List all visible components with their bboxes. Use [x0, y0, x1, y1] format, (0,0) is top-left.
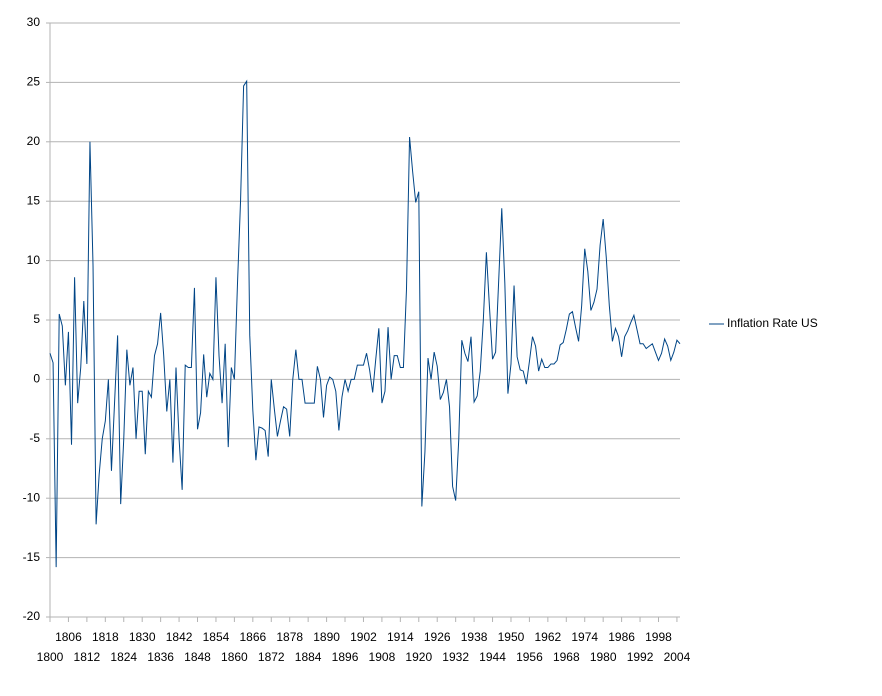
y-tick-label: -10: [23, 490, 41, 504]
x-tick-label: 1854: [203, 630, 230, 644]
legend-label: Inflation Rate US: [727, 316, 818, 330]
x-tick-label: 1920: [405, 650, 432, 664]
x-tick-label: 1926: [424, 630, 451, 644]
x-tick-label: 1848: [184, 650, 211, 664]
x-tick-label: 1992: [627, 650, 654, 664]
x-tick-label: 1836: [147, 650, 174, 664]
x-tick-label: 1932: [442, 650, 469, 664]
x-tick-label: 1896: [332, 650, 359, 664]
x-tick-label: 1884: [295, 650, 322, 664]
x-tick-label: 1812: [74, 650, 101, 664]
y-tick-label: 0: [33, 372, 40, 386]
x-tick-label: 1980: [590, 650, 617, 664]
x-tick-label: 1806: [55, 630, 82, 644]
y-tick-label: 20: [27, 134, 41, 148]
x-tick-label: 1830: [129, 630, 156, 644]
x-tick-label: 2004: [664, 650, 691, 664]
x-tick-label: 1890: [313, 630, 340, 644]
y-tick-label: 30: [27, 15, 41, 29]
x-tick-label: 1914: [387, 630, 414, 644]
x-tick-label: 1998: [645, 630, 672, 644]
x-tick-label: 1956: [516, 650, 543, 664]
x-tick-label: 1968: [553, 650, 580, 664]
x-tick-label: 1860: [221, 650, 248, 664]
x-tick-label: 1944: [479, 650, 506, 664]
x-tick-label: 1986: [608, 630, 635, 644]
x-tick-label: 1902: [350, 630, 377, 644]
y-tick-label: -15: [23, 550, 41, 564]
x-tick-label: 1866: [239, 630, 266, 644]
x-tick-label: 1974: [571, 630, 598, 644]
y-tick-label: 5: [33, 312, 40, 326]
y-tick-label: 15: [27, 193, 41, 207]
x-tick-label: 1878: [276, 630, 303, 644]
x-tick-label: 1818: [92, 630, 119, 644]
x-tick-label: 1962: [535, 630, 562, 644]
x-tick-label: 1800: [37, 650, 64, 664]
y-tick-label: -5: [29, 431, 40, 445]
y-tick-label: -20: [23, 609, 41, 623]
x-tick-label: 1950: [498, 630, 525, 644]
y-tick-label: 10: [27, 253, 41, 267]
data-line: [49, 79, 681, 568]
x-tick-label: 1842: [166, 630, 193, 644]
x-tick-label: 1824: [110, 650, 137, 664]
x-tick-label: 1872: [258, 650, 285, 664]
x-tick-label: 1938: [461, 630, 488, 644]
y-tick-label: 25: [27, 75, 41, 89]
x-tick-label: 1908: [369, 650, 396, 664]
